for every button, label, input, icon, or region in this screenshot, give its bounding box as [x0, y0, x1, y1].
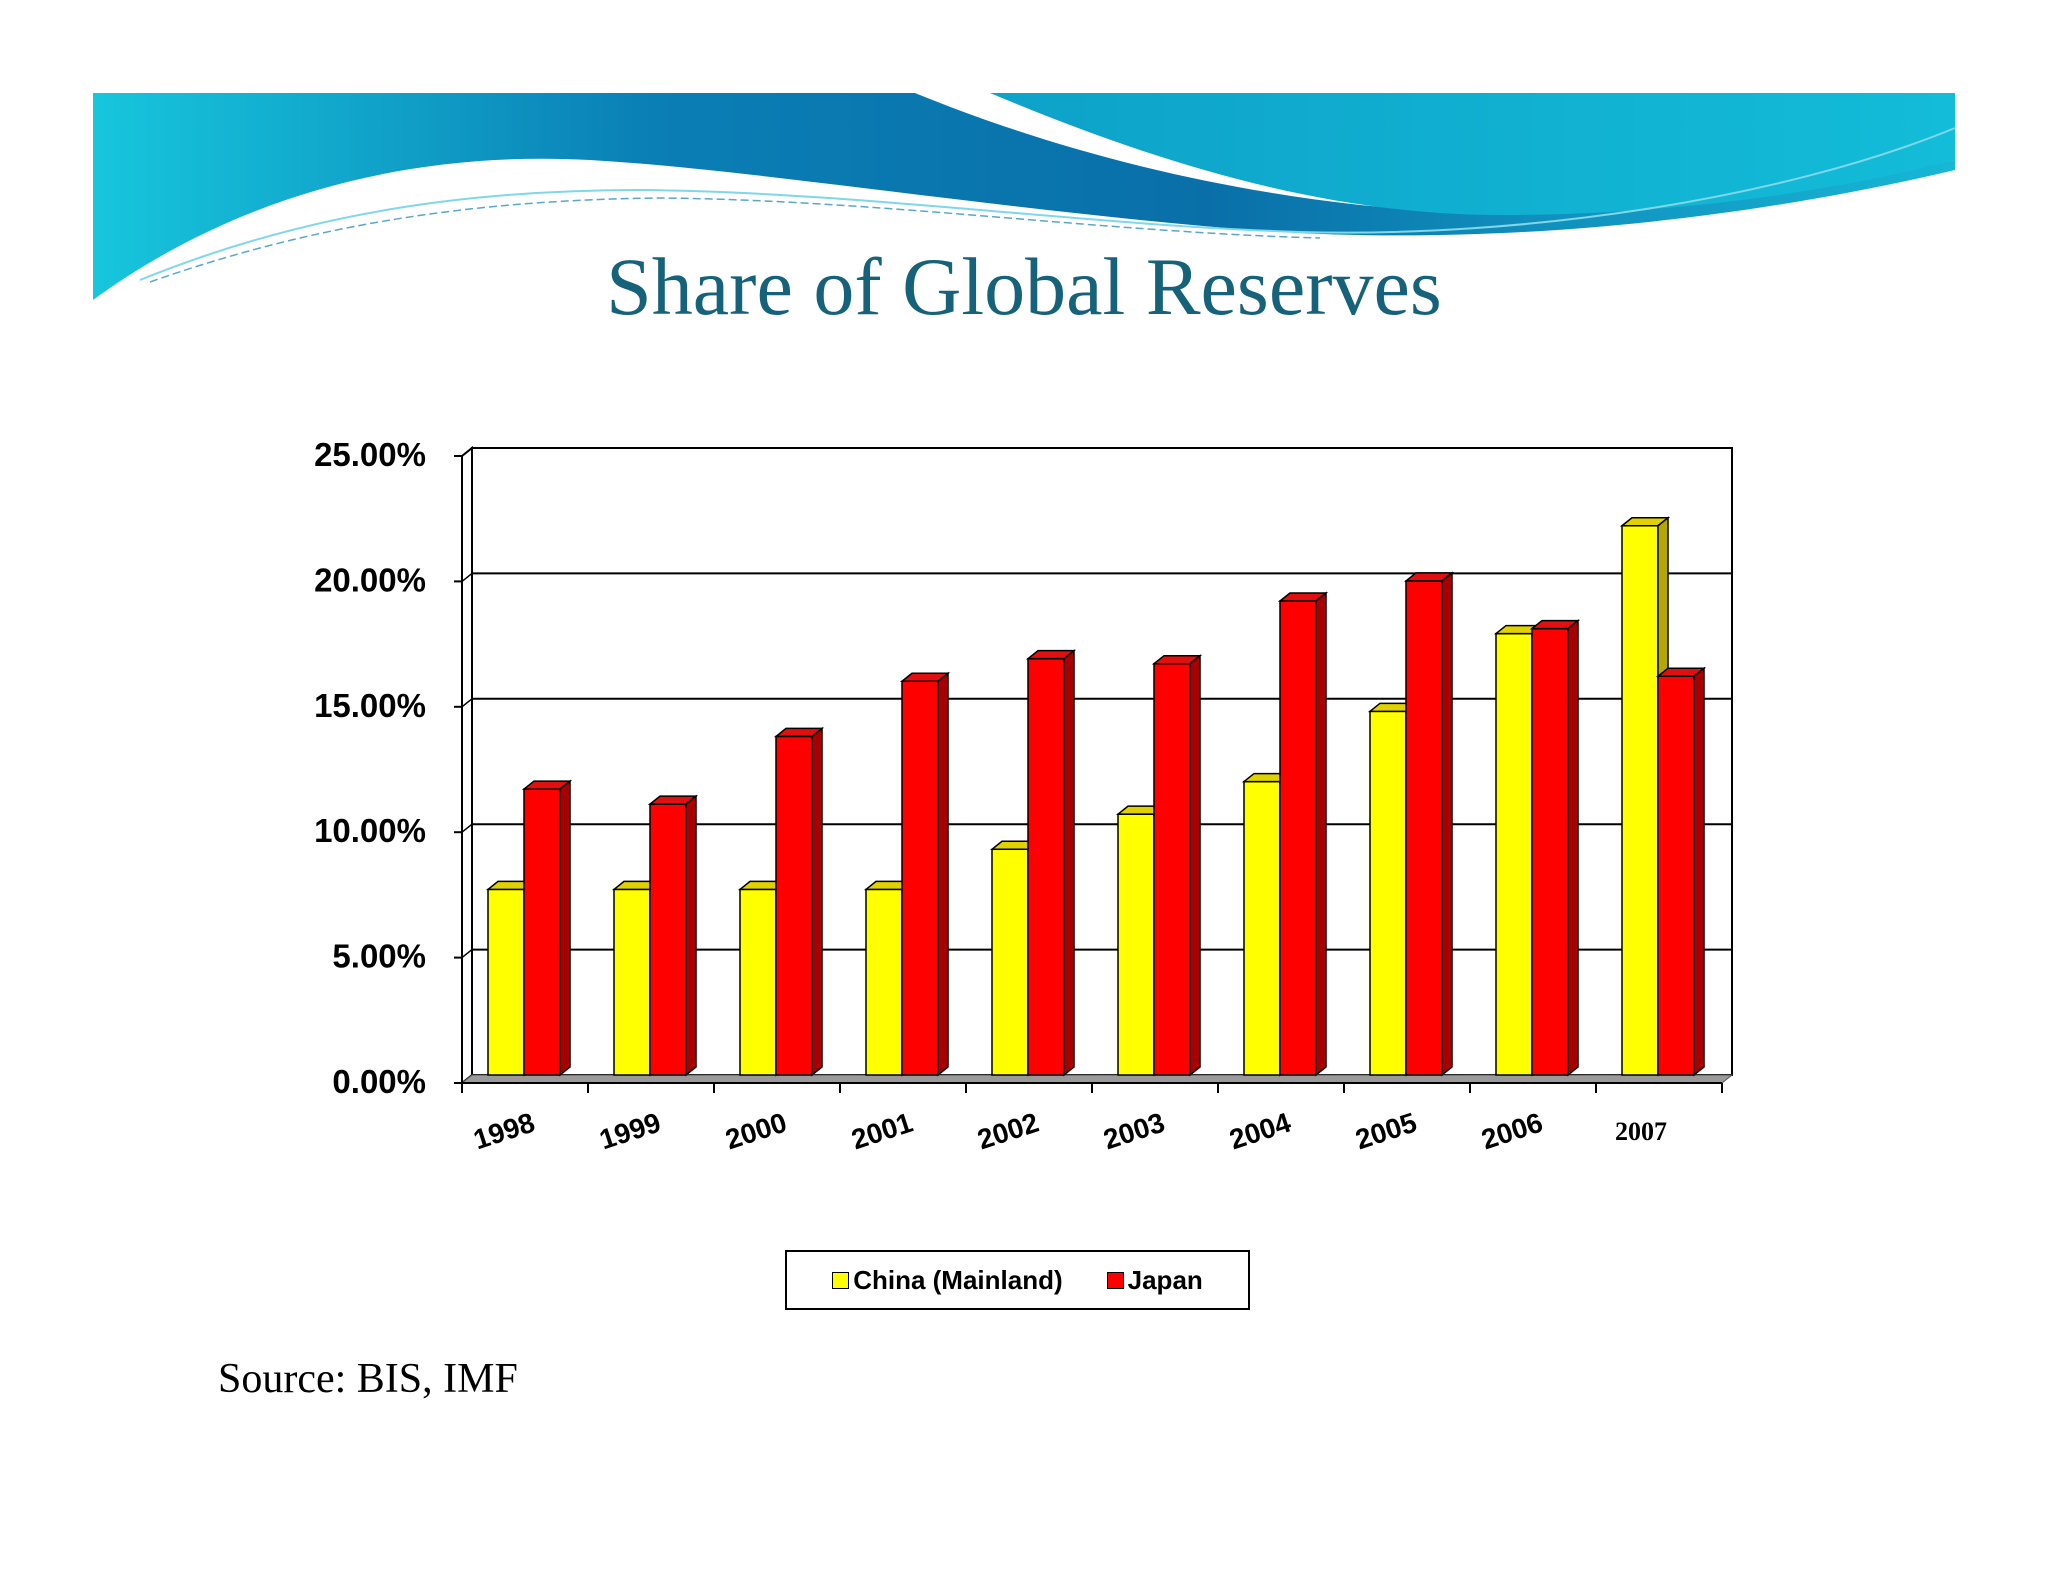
bar-side-japan-1998: [559, 779, 571, 1077]
gridline-side: [461, 949, 473, 959]
bar-china-1998: [487, 888, 525, 1076]
gridline-side: [461, 823, 473, 833]
bar-china-2006: [1495, 632, 1533, 1076]
x-tick-label: 2003: [1100, 1107, 1169, 1156]
gridline-side: [461, 698, 473, 708]
bar-china-2001: [865, 888, 903, 1076]
bar-side-japan-2000: [811, 726, 823, 1077]
bar-japan-1998: [523, 788, 561, 1076]
legend-swatch-china: [832, 1271, 850, 1289]
bar-side-japan-2002: [1063, 649, 1075, 1077]
bar-side-japan-2003: [1189, 654, 1201, 1077]
bar-china-2005: [1369, 710, 1407, 1076]
header-wave-banner: [93, 93, 1956, 300]
bar-china-1999: [613, 888, 651, 1076]
bar-japan-2006: [1531, 627, 1569, 1076]
legend-item-japan: Japan: [1106, 1264, 1203, 1296]
bar-china-2004: [1243, 780, 1281, 1076]
legend-label-japan: Japan: [1127, 1264, 1203, 1295]
x-tick-label: 2005: [1352, 1107, 1421, 1156]
y-tick-label: 15.00%: [314, 687, 426, 724]
x-tick-label: 2002: [974, 1107, 1043, 1156]
bar-side-japan-2007: [1693, 666, 1705, 1077]
plot-floor: [460, 1074, 1734, 1084]
bar-japan-2004: [1279, 600, 1317, 1076]
bar-side-japan-2004: [1315, 591, 1327, 1077]
chart-legend: China (Mainland) Japan: [785, 1250, 1250, 1310]
bar-side-japan-2006: [1567, 619, 1579, 1077]
y-tick-label: 20.00%: [314, 561, 426, 598]
gridline-side: [461, 572, 473, 582]
bar-china-2000: [739, 888, 777, 1076]
bar-japan-2001: [901, 680, 939, 1076]
x-tick-label: 2004: [1226, 1106, 1295, 1155]
x-tick-label: 2006: [1478, 1107, 1547, 1156]
bar-japan-2002: [1027, 657, 1065, 1076]
y-tick-label: 10.00%: [314, 812, 426, 849]
bar-china-2003: [1117, 813, 1155, 1076]
x-tick-label: 2001: [848, 1107, 917, 1156]
bar-japan-1999: [649, 803, 687, 1076]
bar-china-2002: [991, 848, 1029, 1076]
bar-japan-2000: [775, 735, 813, 1076]
y-tick-label: 25.00%: [314, 436, 426, 473]
bar-japan-2005: [1405, 580, 1443, 1076]
x-tick-label: 2000: [722, 1107, 791, 1156]
bar-side-japan-2001: [937, 671, 949, 1077]
x-tick-label: 2007: [1615, 1117, 1667, 1146]
x-tick-label: 1998: [470, 1107, 539, 1156]
y-tick-label: 5.00%: [332, 938, 426, 975]
bar-japan-2007: [1657, 675, 1695, 1076]
x-tick-label: 1999: [596, 1107, 665, 1156]
bar-japan-2003: [1153, 662, 1191, 1076]
plot-side-wall: [461, 445, 473, 1086]
source-note: Source: BIS, IMF: [218, 1356, 518, 1402]
bar-china-2007: [1621, 524, 1659, 1076]
gridline-side: [461, 447, 473, 457]
bar-side-japan-1999: [685, 794, 697, 1077]
bar-side-japan-2005: [1441, 571, 1453, 1077]
slide-title: Share of Global Reserves: [606, 241, 1442, 332]
legend-item-china: China (Mainland): [832, 1264, 1063, 1296]
legend-label-china: China (Mainland): [853, 1264, 1063, 1295]
y-tick-label: 0.00%: [332, 1063, 426, 1100]
legend-swatch-japan: [1106, 1271, 1124, 1289]
